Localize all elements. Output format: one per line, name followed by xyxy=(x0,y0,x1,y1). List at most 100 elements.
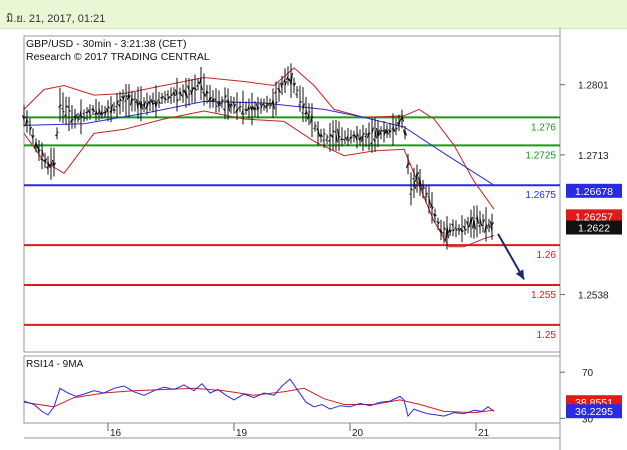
price-bar-open xyxy=(202,91,205,94)
price-bar-close xyxy=(470,216,473,225)
price-bar-close xyxy=(173,91,176,97)
price-bar-close xyxy=(254,107,257,110)
price-bar-open xyxy=(160,96,163,99)
price-bar-close xyxy=(302,103,305,110)
price-bar-open xyxy=(295,93,298,96)
price-bar-open xyxy=(205,89,208,96)
price-bar-close xyxy=(200,84,203,91)
price-bar-close xyxy=(215,105,218,108)
chart-subtitle: Research © 2017 TRADING CENTRAL xyxy=(26,51,210,63)
price-bar-open xyxy=(190,89,193,96)
price-bar-open xyxy=(157,99,160,102)
x-tick-label: 16 xyxy=(110,428,122,439)
price-bar-close xyxy=(374,129,377,139)
price-bar-open xyxy=(46,166,49,170)
price-bar-open xyxy=(250,106,253,112)
price-bar-open xyxy=(142,104,145,107)
price-bar-open xyxy=(151,99,154,106)
price-bar-close xyxy=(329,134,332,137)
price-bar-open xyxy=(40,158,43,161)
price-bar-close xyxy=(221,99,224,102)
price-bar-open xyxy=(70,118,73,123)
price-bar-open xyxy=(286,75,289,81)
price-bar-close xyxy=(29,126,32,131)
price-bar-close xyxy=(203,93,206,97)
price-bar-open xyxy=(22,114,25,121)
price-bar-close xyxy=(392,125,395,133)
price-bar-close xyxy=(485,223,488,229)
price-bar-close xyxy=(491,222,494,226)
price-bar-close xyxy=(146,101,149,108)
price-bar-open xyxy=(94,112,97,116)
moving-average-line xyxy=(23,100,495,186)
price-bar-open xyxy=(415,172,418,182)
forecast-arrow-head xyxy=(515,269,524,280)
price-bar-close xyxy=(395,127,398,130)
price-bar-close xyxy=(32,135,35,137)
price-bar-open xyxy=(88,109,91,115)
price-bar-open xyxy=(229,103,232,109)
price-bar-open xyxy=(97,112,100,114)
price-bar-close xyxy=(116,100,119,106)
price-bar-open xyxy=(481,224,484,227)
level-label: 1.2725 xyxy=(525,150,556,161)
price-bar-open xyxy=(373,138,376,143)
price-bar-close xyxy=(260,104,263,109)
x-tick-label: 19 xyxy=(236,428,248,439)
price-bar-close xyxy=(113,108,116,111)
price-bar-close xyxy=(119,98,122,102)
price-bar-close xyxy=(71,118,74,121)
price-bar-close xyxy=(389,130,392,133)
price-bar-close xyxy=(452,229,455,232)
price-bar-close xyxy=(428,197,431,206)
price-bar-open xyxy=(439,228,442,233)
price-bar-open xyxy=(208,96,211,103)
price-bar-open xyxy=(436,220,439,223)
price-bar-open xyxy=(106,108,109,113)
price-bar-open xyxy=(136,99,139,110)
price-bar-close xyxy=(431,206,434,210)
price-bar-open xyxy=(28,124,31,127)
price-bar-close xyxy=(104,110,107,116)
price-bar-close xyxy=(383,129,386,137)
price-bar-close xyxy=(167,96,170,100)
price-bar-close xyxy=(98,108,101,115)
price-bar-open xyxy=(262,102,265,106)
price-bar-close xyxy=(101,112,104,116)
price-bar-close xyxy=(161,95,164,99)
price-bar-open xyxy=(100,110,103,116)
price-bar-close xyxy=(275,101,278,104)
price-bar-close xyxy=(263,104,266,108)
price-bar-close xyxy=(47,161,50,168)
price-bar-open xyxy=(454,227,457,229)
price-bar-close xyxy=(251,105,254,110)
price-bar-close xyxy=(77,117,80,121)
price-bar-open xyxy=(58,105,61,108)
price-bar-close xyxy=(266,102,269,106)
price-bar-close xyxy=(407,162,410,166)
price-bar-close xyxy=(317,128,320,137)
price-bar-close xyxy=(434,213,437,216)
price-bar-close xyxy=(110,104,113,115)
price-bar-close xyxy=(443,227,446,230)
price-bar-open xyxy=(292,83,295,85)
price-bar-open xyxy=(166,93,169,96)
price-bar-close xyxy=(482,219,485,224)
price-bar-close xyxy=(284,81,287,86)
price-bar-open xyxy=(358,137,361,142)
price-bar-close xyxy=(257,107,260,109)
price-bar-close xyxy=(227,97,230,112)
price-bar-close xyxy=(218,99,221,106)
price-bar-open xyxy=(313,127,316,130)
upper-band-line xyxy=(23,67,495,210)
price-bar-open xyxy=(406,163,409,169)
price-bar-close xyxy=(401,115,404,122)
price-bar-close xyxy=(371,127,374,134)
price-bar-open xyxy=(235,109,238,114)
price-bar-close xyxy=(59,104,62,107)
price-bar-close xyxy=(479,217,482,226)
price-bar-open xyxy=(397,121,400,128)
price-bar-close xyxy=(65,105,68,108)
price-bar-close xyxy=(332,130,335,133)
price-bar-open xyxy=(163,97,166,100)
